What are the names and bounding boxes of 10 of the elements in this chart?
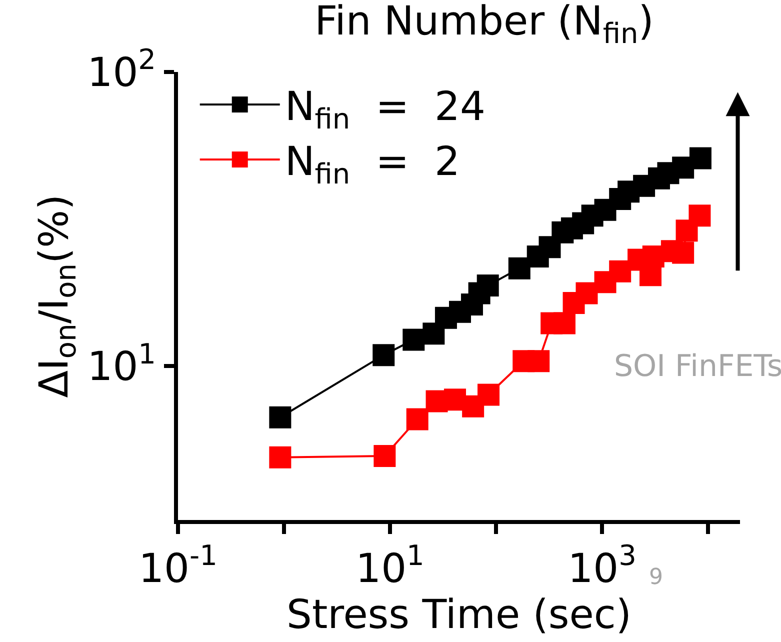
legend-label: N$_{fin}$ = 2: [284, 139, 460, 190]
legend-label: N$_{fin}$ = 24: [284, 84, 486, 136]
text: 9: [649, 565, 663, 590]
y-tick-label: 10$^{2}$: [87, 43, 156, 96]
annotation: SOI FinFETs: [614, 349, 781, 384]
x-tick-label: 10$^{3}$: [568, 539, 636, 592]
chart-title: Fin Number (N$_{fin}$): [314, 0, 654, 50]
x-axis-title: Stress Time (sec): [286, 592, 632, 638]
x-tick-label: 10$^{-1}$: [138, 539, 218, 592]
x-tick-label: 10$^{1}$: [356, 539, 424, 592]
